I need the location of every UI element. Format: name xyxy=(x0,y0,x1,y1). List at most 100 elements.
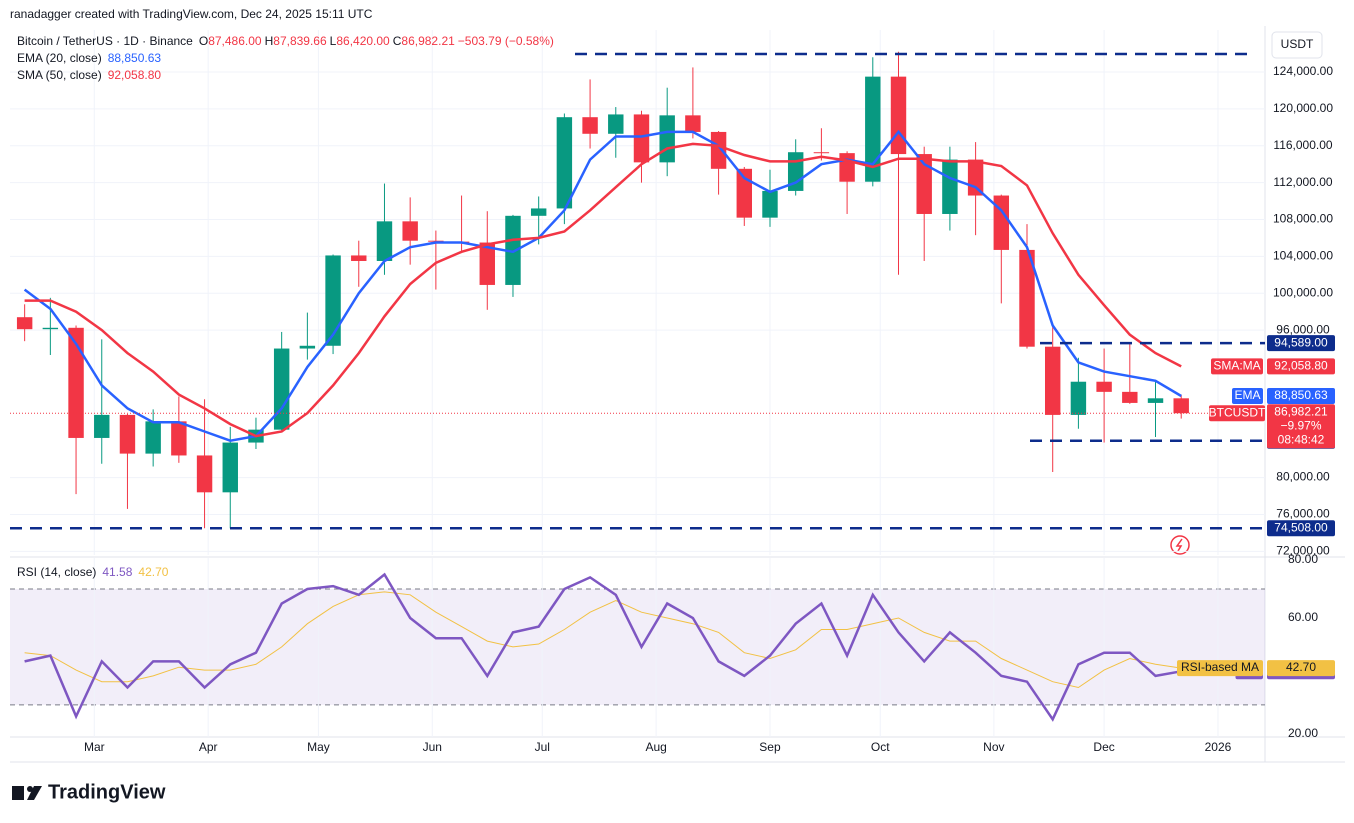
alert-circle[interactable] xyxy=(1170,535,1190,555)
x-tick-label: Jul xyxy=(535,740,550,754)
candle-body xyxy=(916,154,932,214)
series-line xyxy=(24,591,1182,689)
x-tick-label: Oct xyxy=(871,740,890,754)
candle-body xyxy=(967,159,984,196)
candle-body xyxy=(685,115,701,132)
logo-mark xyxy=(27,786,42,800)
logo-mark xyxy=(12,786,24,800)
alert-icon[interactable] xyxy=(1170,535,1190,555)
candle-body xyxy=(145,421,161,454)
candle-body xyxy=(1044,346,1061,415)
candle-body xyxy=(633,114,650,163)
symbol-title: Bitcoin / TetherUS · 1D · Binance xyxy=(17,34,193,48)
x-tick-label: Nov xyxy=(983,740,1004,754)
axis-tag-label: 86,982.21 xyxy=(1274,404,1328,418)
legend-value: 92,058.80 xyxy=(108,68,162,82)
candle-body xyxy=(428,240,444,242)
candle-body xyxy=(68,327,84,438)
x-tick-label: Aug xyxy=(645,740,666,754)
axis-tag-label: RSI-based MA xyxy=(1181,660,1259,674)
currency[interactable]: USDT xyxy=(1281,37,1314,51)
axis-tag xyxy=(1177,660,1263,677)
axis-tag-label: 42.70 xyxy=(1286,660,1316,674)
candle-body xyxy=(556,117,573,209)
axis-tag-label: 74,508.00 xyxy=(1274,520,1328,534)
rsi-band xyxy=(10,588,1265,705)
currency-button[interactable] xyxy=(1271,31,1323,59)
y-tick-label: 124,000.00 xyxy=(1273,64,1333,78)
axis-tag xyxy=(1267,358,1335,375)
credit: ranadagger created with TradingView.com,… xyxy=(10,7,373,21)
candle-body xyxy=(582,117,598,134)
axis-tag xyxy=(1209,405,1265,422)
candle-body xyxy=(273,348,290,430)
ohlc-key: C xyxy=(393,34,402,48)
legend-row: RSI (14, close) 41.58 42.70 xyxy=(17,565,169,579)
candle-body xyxy=(299,345,316,349)
legend-name: RSI (14, close) xyxy=(17,565,96,579)
candle-body xyxy=(94,414,110,438)
ohlc-key: H xyxy=(265,34,274,48)
candle-body xyxy=(16,317,33,330)
y-tick-label: 60.00 xyxy=(1288,610,1318,624)
ohlc-change: −503.79 (−0.58%) xyxy=(458,34,554,48)
legend-row: Bitcoin / TetherUS · 1D · Binance O87,486… xyxy=(17,34,554,48)
y-tick-label: 80.00 xyxy=(1288,552,1318,566)
ohlc-value: 87,486.00 xyxy=(208,34,262,48)
y-tick-label: 104,000.00 xyxy=(1273,249,1333,263)
candle-body xyxy=(1070,381,1087,415)
candle-body xyxy=(890,76,907,155)
candle-body xyxy=(1147,398,1164,403)
candle-body xyxy=(530,208,547,216)
axis-tag xyxy=(1267,388,1335,405)
ohlc-key: O xyxy=(199,34,208,48)
candle-body xyxy=(1122,391,1138,403)
candle-body xyxy=(196,455,213,493)
axis-tag-label: −9.97% xyxy=(1280,418,1321,432)
series-line xyxy=(24,142,1182,438)
y-tick-label: 108,000.00 xyxy=(1273,212,1333,226)
y-tick-label: 72,000.00 xyxy=(1276,543,1330,557)
axis-tag-label: 88,850.63 xyxy=(1274,388,1328,402)
candle-body xyxy=(865,76,881,182)
legend-value: 41.58 xyxy=(102,565,132,579)
legend-row: SMA (50, close) 92,058.80 xyxy=(17,68,161,82)
axis-tag-label: BTCUSDT xyxy=(1209,405,1266,419)
legend-name: EMA (20, close) xyxy=(17,51,102,65)
legend-name: SMA (50, close) xyxy=(17,68,102,82)
y-tick-label: 76,000.00 xyxy=(1276,507,1330,521)
series-line xyxy=(23,129,1182,442)
axis-tag-label: SMA:MA xyxy=(1213,359,1260,373)
candle-body xyxy=(505,215,521,285)
series-line xyxy=(24,572,1182,722)
axis-tag xyxy=(1232,388,1263,405)
ohlc-value: 87,839.66 xyxy=(273,34,327,48)
candle-body xyxy=(993,195,1010,250)
candle-body xyxy=(42,327,59,330)
legend-value: 42.70 xyxy=(138,565,168,579)
candle-body xyxy=(1019,249,1035,347)
axis-tag xyxy=(1267,404,1335,449)
axis-tag-label: 94,589.00 xyxy=(1274,335,1328,349)
candle-body xyxy=(839,153,855,182)
legend-row: EMA (20, close) 88,850.63 xyxy=(17,51,161,65)
y-tick-label: 80,000.00 xyxy=(1276,470,1330,484)
candle-body xyxy=(222,442,238,493)
logo: TradingView xyxy=(12,781,166,803)
axis-tag-label: 08:48:42 xyxy=(1278,432,1325,446)
candle-body xyxy=(1096,381,1112,392)
alert-bolt[interactable] xyxy=(1175,538,1183,552)
x-tick-label: Dec xyxy=(1093,740,1114,754)
x-tick-label: Apr xyxy=(199,740,218,754)
axis-tag xyxy=(1267,335,1335,352)
y-tick-label: 112,000.00 xyxy=(1273,175,1332,189)
axis-tag xyxy=(1267,660,1335,677)
candle-body xyxy=(710,131,727,169)
axis-tag xyxy=(1211,358,1263,375)
ohlc-value: 86,982.21 xyxy=(401,34,455,48)
candle-body xyxy=(1173,398,1189,414)
candle-body xyxy=(813,152,830,154)
y-tick-label: 116,000.00 xyxy=(1273,138,1332,152)
candle-body xyxy=(351,255,367,261)
